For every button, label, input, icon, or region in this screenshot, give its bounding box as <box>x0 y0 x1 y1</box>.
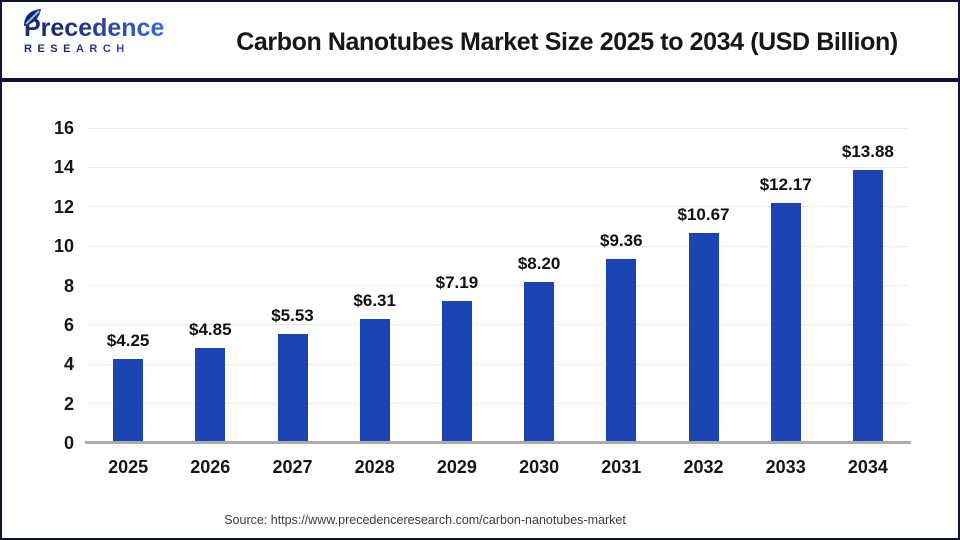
x-tick-label: 2029 <box>436 457 477 477</box>
bar <box>688 232 719 443</box>
bar-chart: 0 2 4 6 8 10 12 14 16 $4.25 $4.85 $5.53 $6.31 $7.19 $… <box>2 82 958 482</box>
x-tick-label: 2026 <box>190 457 231 477</box>
header-separator <box>2 78 958 82</box>
bar-value-label: $12.17 <box>759 175 812 195</box>
x-tick-label: 2028 <box>354 457 395 477</box>
x-tick-label: 2030 <box>519 457 560 477</box>
y-tick-label: 6 <box>63 314 74 335</box>
y-tick-label: 14 <box>53 157 74 178</box>
header: Precedence RESEARCH Carbon Nanotubes Mar… <box>2 2 958 78</box>
gridline <box>87 363 909 365</box>
bar-value-label: $4.85 <box>189 319 232 339</box>
x-tick-label: 2033 <box>765 457 806 477</box>
bar <box>606 258 637 443</box>
source-text: Source: https://www.precedenceresearch.c… <box>224 513 626 527</box>
y-tick-label: 4 <box>63 354 74 375</box>
precedence-research-logo: Precedence RESEARCH <box>24 9 174 55</box>
bar <box>277 334 308 443</box>
bar <box>524 281 555 443</box>
gridline <box>87 285 909 286</box>
bar-value-label: $5.53 <box>271 306 314 326</box>
bar <box>195 347 226 443</box>
logo-subtitle-text: RESEARCH <box>24 43 174 55</box>
gridline <box>87 245 909 247</box>
bar-value-label: $10.67 <box>677 204 730 224</box>
bar-value-label: $7.19 <box>435 273 479 293</box>
bar-value-label: $8.20 <box>517 253 561 273</box>
x-tick-label: 2025 <box>108 457 149 477</box>
bar-value-label: $6.31 <box>353 290 396 310</box>
bar <box>359 318 390 443</box>
x-tick-label: 2031 <box>601 457 642 477</box>
gridline <box>87 127 909 129</box>
y-tick-label: 10 <box>53 236 74 257</box>
x-tick-label: 2034 <box>847 457 888 477</box>
chart-title: Carbon Nanotubes Market Size 2025 to 203… <box>236 28 898 56</box>
bar <box>113 359 144 443</box>
bar <box>770 203 801 443</box>
bar <box>441 301 472 443</box>
gridline <box>87 166 909 168</box>
logo-brand-text: Precedence <box>24 14 174 42</box>
bar <box>852 169 883 443</box>
bar-value-label: $9.36 <box>600 230 643 250</box>
x-axis-line <box>85 441 911 444</box>
y-tick-label: 8 <box>63 275 74 296</box>
y-tick-label: 16 <box>53 118 74 138</box>
x-tick-label: 2032 <box>683 457 724 477</box>
y-tick-label: 12 <box>53 196 74 217</box>
gridline <box>87 403 909 405</box>
bar-value-label: $4.25 <box>106 331 150 351</box>
gridline <box>87 206 909 208</box>
y-tick-label: 0 <box>63 433 74 453</box>
y-tick-label: 2 <box>63 393 74 414</box>
leaf-icon <box>24 9 41 26</box>
bar-value-label: $13.88 <box>841 141 894 161</box>
x-tick-label: 2027 <box>272 457 313 477</box>
gridline <box>87 324 909 326</box>
